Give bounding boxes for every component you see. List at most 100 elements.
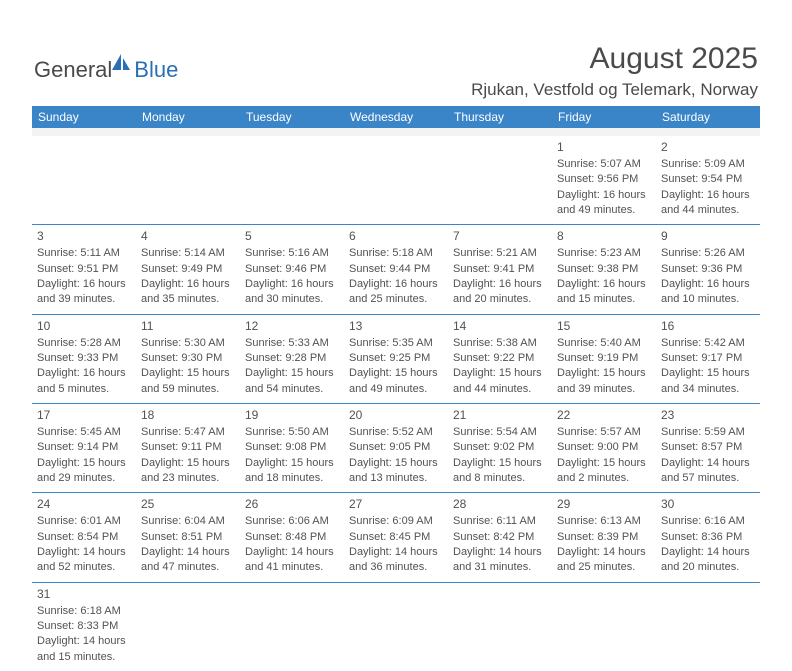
daylight-text: Daylight: 14 hours and 20 minutes.	[661, 545, 755, 576]
day-number: 21	[453, 407, 547, 424]
logo-text-general: General	[34, 57, 112, 83]
daylight-text: Daylight: 15 hours and 18 minutes.	[245, 456, 339, 487]
day-number: 12	[245, 318, 339, 335]
daylight-text: Daylight: 14 hours and 52 minutes.	[37, 545, 131, 576]
sunset-text: Sunset: 9:17 PM	[661, 351, 755, 366]
location: Rjukan, Vestfold og Telemark, Norway	[471, 80, 758, 100]
sunrise-text: Sunrise: 5:52 AM	[349, 425, 443, 440]
weekday-header: Thursday	[448, 106, 552, 128]
calendar-row: 31Sunrise: 6:18 AMSunset: 8:33 PMDayligh…	[32, 582, 760, 671]
day-cell: 22Sunrise: 5:57 AMSunset: 9:00 PMDayligh…	[552, 404, 656, 493]
day-cell: 7Sunrise: 5:21 AMSunset: 9:41 PMDaylight…	[448, 225, 552, 314]
day-cell: 26Sunrise: 6:06 AMSunset: 8:48 PMDayligh…	[240, 493, 344, 582]
day-number: 14	[453, 318, 547, 335]
sunset-text: Sunset: 8:57 PM	[661, 440, 755, 455]
day-number: 6	[349, 228, 443, 245]
day-cell	[448, 582, 552, 671]
day-cell: 19Sunrise: 5:50 AMSunset: 9:08 PMDayligh…	[240, 404, 344, 493]
sunset-text: Sunset: 9:33 PM	[37, 351, 131, 366]
day-number: 5	[245, 228, 339, 245]
sunset-text: Sunset: 9:41 PM	[453, 262, 547, 277]
daylight-text: Daylight: 16 hours and 15 minutes.	[557, 277, 651, 308]
sunrise-text: Sunrise: 5:50 AM	[245, 425, 339, 440]
day-cell	[656, 582, 760, 671]
sunrise-text: Sunrise: 5:16 AM	[245, 246, 339, 261]
calendar-row: 10Sunrise: 5:28 AMSunset: 9:33 PMDayligh…	[32, 314, 760, 403]
logo: General Blue	[34, 52, 178, 87]
weekday-header: Tuesday	[240, 106, 344, 128]
day-number: 17	[37, 407, 131, 424]
day-number: 27	[349, 496, 443, 513]
day-number: 26	[245, 496, 339, 513]
sunset-text: Sunset: 9:49 PM	[141, 262, 235, 277]
day-cell: 1Sunrise: 5:07 AMSunset: 9:56 PMDaylight…	[552, 136, 656, 225]
daylight-text: Daylight: 16 hours and 30 minutes.	[245, 277, 339, 308]
sunrise-text: Sunrise: 5:21 AM	[453, 246, 547, 261]
day-number: 13	[349, 318, 443, 335]
day-number: 7	[453, 228, 547, 245]
day-number: 25	[141, 496, 235, 513]
sunrise-text: Sunrise: 5:33 AM	[245, 336, 339, 351]
day-cell: 14Sunrise: 5:38 AMSunset: 9:22 PMDayligh…	[448, 314, 552, 403]
weekday-header: Sunday	[32, 106, 136, 128]
sunset-text: Sunset: 9:28 PM	[245, 351, 339, 366]
day-number: 10	[37, 318, 131, 335]
daylight-text: Daylight: 15 hours and 13 minutes.	[349, 456, 443, 487]
day-cell: 9Sunrise: 5:26 AMSunset: 9:36 PMDaylight…	[656, 225, 760, 314]
day-number: 19	[245, 407, 339, 424]
sail-icon	[110, 52, 132, 77]
sunset-text: Sunset: 9:38 PM	[557, 262, 651, 277]
daylight-text: Daylight: 15 hours and 44 minutes.	[453, 366, 547, 397]
daylight-text: Daylight: 14 hours and 15 minutes.	[37, 634, 131, 665]
weekday-header: Saturday	[656, 106, 760, 128]
logo-text-blue: Blue	[134, 57, 178, 83]
day-cell: 27Sunrise: 6:09 AMSunset: 8:45 PMDayligh…	[344, 493, 448, 582]
daylight-text: Daylight: 15 hours and 8 minutes.	[453, 456, 547, 487]
day-cell: 24Sunrise: 6:01 AMSunset: 8:54 PMDayligh…	[32, 493, 136, 582]
sunrise-text: Sunrise: 6:09 AM	[349, 514, 443, 529]
sunrise-text: Sunrise: 6:16 AM	[661, 514, 755, 529]
day-cell	[344, 136, 448, 225]
weekday-header: Friday	[552, 106, 656, 128]
sunset-text: Sunset: 9:56 PM	[557, 172, 651, 187]
day-cell: 17Sunrise: 5:45 AMSunset: 9:14 PMDayligh…	[32, 404, 136, 493]
sunrise-text: Sunrise: 5:40 AM	[557, 336, 651, 351]
daylight-text: Daylight: 16 hours and 49 minutes.	[557, 188, 651, 219]
sunset-text: Sunset: 9:44 PM	[349, 262, 443, 277]
month-title: August 2025	[471, 42, 758, 76]
day-cell	[32, 136, 136, 225]
sunset-text: Sunset: 9:14 PM	[37, 440, 131, 455]
day-number: 2	[661, 139, 755, 156]
daylight-text: Daylight: 14 hours and 47 minutes.	[141, 545, 235, 576]
calendar-table: Sunday Monday Tuesday Wednesday Thursday…	[32, 106, 760, 671]
day-cell: 2Sunrise: 5:09 AMSunset: 9:54 PMDaylight…	[656, 136, 760, 225]
sunrise-text: Sunrise: 6:13 AM	[557, 514, 651, 529]
sunset-text: Sunset: 9:36 PM	[661, 262, 755, 277]
daylight-text: Daylight: 16 hours and 39 minutes.	[37, 277, 131, 308]
daylight-text: Daylight: 14 hours and 25 minutes.	[557, 545, 651, 576]
daylight-text: Daylight: 14 hours and 41 minutes.	[245, 545, 339, 576]
day-number: 29	[557, 496, 651, 513]
calendar-row: 3Sunrise: 5:11 AMSunset: 9:51 PMDaylight…	[32, 225, 760, 314]
day-number: 22	[557, 407, 651, 424]
day-number: 18	[141, 407, 235, 424]
daylight-text: Daylight: 15 hours and 2 minutes.	[557, 456, 651, 487]
day-cell: 28Sunrise: 6:11 AMSunset: 8:42 PMDayligh…	[448, 493, 552, 582]
spacer-row	[32, 128, 760, 136]
sunrise-text: Sunrise: 5:30 AM	[141, 336, 235, 351]
sunset-text: Sunset: 9:54 PM	[661, 172, 755, 187]
sunrise-text: Sunrise: 5:14 AM	[141, 246, 235, 261]
day-cell: 12Sunrise: 5:33 AMSunset: 9:28 PMDayligh…	[240, 314, 344, 403]
sunset-text: Sunset: 8:54 PM	[37, 530, 131, 545]
day-number: 8	[557, 228, 651, 245]
day-cell: 13Sunrise: 5:35 AMSunset: 9:25 PMDayligh…	[344, 314, 448, 403]
daylight-text: Daylight: 16 hours and 44 minutes.	[661, 188, 755, 219]
day-number: 28	[453, 496, 547, 513]
sunset-text: Sunset: 9:05 PM	[349, 440, 443, 455]
title-block: August 2025 Rjukan, Vestfold og Telemark…	[471, 42, 758, 100]
sunrise-text: Sunrise: 5:07 AM	[557, 157, 651, 172]
daylight-text: Daylight: 15 hours and 34 minutes.	[661, 366, 755, 397]
daylight-text: Daylight: 14 hours and 31 minutes.	[453, 545, 547, 576]
sunrise-text: Sunrise: 5:59 AM	[661, 425, 755, 440]
day-cell: 16Sunrise: 5:42 AMSunset: 9:17 PMDayligh…	[656, 314, 760, 403]
